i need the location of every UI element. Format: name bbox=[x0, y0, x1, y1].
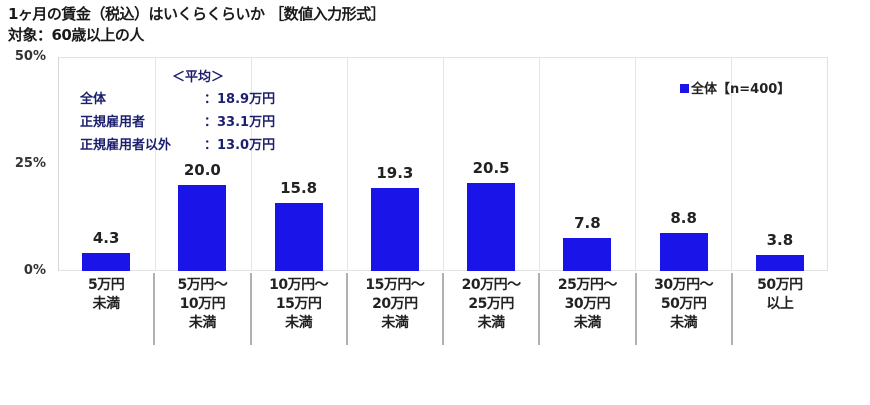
x-axis-label-line: 10万円 bbox=[179, 296, 226, 312]
x-axis-label-line: 25万円 bbox=[468, 296, 514, 312]
bar-value-label: 3.8 bbox=[766, 230, 794, 249]
x-axis-label-line: 5万円 bbox=[88, 277, 125, 293]
average-value-regular: ：33.1万円 bbox=[204, 115, 276, 130]
gridline bbox=[731, 58, 732, 270]
x-axis-label: 25万円～ 30万円未満 bbox=[539, 276, 635, 333]
x-axis-label-line: 未満 bbox=[381, 315, 409, 331]
x-axis-label-line: 50万円 bbox=[660, 296, 707, 312]
x-axis-label: 50万円以上 bbox=[732, 276, 828, 314]
x-axis-separator bbox=[249, 273, 252, 345]
x-axis-label-line: 15万円 bbox=[275, 296, 322, 312]
x-axis-label: 10万円～ 15万円未満 bbox=[251, 276, 347, 333]
x-axis-separator bbox=[442, 273, 444, 345]
x-axis-label-line: 50万円 bbox=[757, 277, 803, 293]
x-axis-separator bbox=[345, 273, 348, 345]
average-label-all: 全体 bbox=[80, 92, 107, 107]
x-axis-label: 30万円～ 50万円未満 bbox=[636, 276, 732, 333]
gridline bbox=[347, 58, 348, 270]
x-axis-label-line: 25万円～ bbox=[557, 277, 617, 293]
bar bbox=[755, 254, 804, 271]
x-axis-label-line: 未満 bbox=[188, 315, 217, 331]
bar-value-label: 15.8 bbox=[280, 179, 318, 198]
legend: 全体【n=400】 bbox=[680, 78, 790, 97]
x-axis-label-line: 未満 bbox=[573, 315, 602, 331]
gridline bbox=[539, 58, 540, 270]
x-axis-label-line: 15万円～ bbox=[365, 277, 425, 293]
x-axis-label-line: 未満 bbox=[285, 315, 313, 331]
bar bbox=[370, 188, 419, 271]
bar bbox=[467, 183, 516, 271]
bar bbox=[178, 185, 227, 271]
average-heading: ＜平均＞ bbox=[172, 70, 225, 85]
bar-value-label: 4.3 bbox=[92, 228, 120, 247]
x-axis-label: 20万円～ 25万円未満 bbox=[443, 276, 539, 333]
x-axis-label-line: 未満 bbox=[92, 296, 121, 312]
bar bbox=[274, 203, 323, 271]
x-axis-separator bbox=[153, 273, 156, 345]
gridline bbox=[155, 58, 156, 270]
bar-value-label: 8.8 bbox=[670, 209, 697, 228]
x-axis-label-line: 10万円～ bbox=[269, 277, 329, 293]
bar bbox=[82, 252, 131, 271]
bar bbox=[563, 237, 612, 271]
gridline bbox=[251, 58, 252, 270]
x-axis-label-line: 以上 bbox=[766, 296, 794, 312]
average-value-all: ：18.9万円 bbox=[204, 92, 276, 107]
bar-value-label: 7.8 bbox=[574, 213, 601, 232]
x-axis-separator bbox=[730, 273, 733, 345]
x-axis-label-line: 30万円～ bbox=[654, 277, 714, 293]
bar-value-label: 19.3 bbox=[376, 164, 414, 183]
bar bbox=[659, 233, 708, 271]
average-value-nonregular: ：13.0万円 bbox=[204, 138, 276, 153]
chart-subtitle: 対象：60歳以上の人 bbox=[8, 26, 144, 44]
gridline bbox=[635, 58, 636, 270]
y-tick-25: 25% bbox=[14, 156, 46, 171]
legend-swatch-icon bbox=[680, 84, 689, 93]
average-label-nonregular: 正規雇用者以外 bbox=[80, 138, 172, 153]
x-axis-label: 5万円未満 bbox=[58, 276, 154, 314]
average-label-regular: 正規雇用者 bbox=[80, 115, 146, 130]
chart-title: 1ヶ月の賃金（税込）はいくらくらいか ［数値入力形式］ bbox=[8, 5, 386, 23]
bar-value-label: 20.0 bbox=[183, 161, 221, 180]
x-axis-label-line: 20万円～ bbox=[461, 277, 521, 293]
x-axis-label-line: 5万円～ bbox=[177, 277, 228, 293]
bar-value-label: 20.5 bbox=[472, 159, 510, 178]
x-axis-label-line: 未満 bbox=[477, 315, 506, 331]
x-axis-separator bbox=[538, 273, 541, 345]
gridline bbox=[443, 58, 444, 270]
x-axis-label: 15万円～ 20万円未満 bbox=[347, 276, 443, 333]
x-axis-separator bbox=[634, 273, 637, 345]
x-axis-label-line: 30万円 bbox=[564, 296, 611, 312]
y-tick-50: 50% bbox=[14, 49, 46, 64]
plot-area bbox=[58, 57, 828, 271]
x-axis-label: 5万円～ 10万円未満 bbox=[154, 276, 250, 333]
x-axis-label-line: 20万円 bbox=[372, 296, 418, 312]
legend-label: 全体【n=400】 bbox=[691, 82, 791, 97]
y-tick-0: 0% bbox=[23, 263, 46, 278]
x-axis-label-line: 未満 bbox=[670, 315, 698, 331]
